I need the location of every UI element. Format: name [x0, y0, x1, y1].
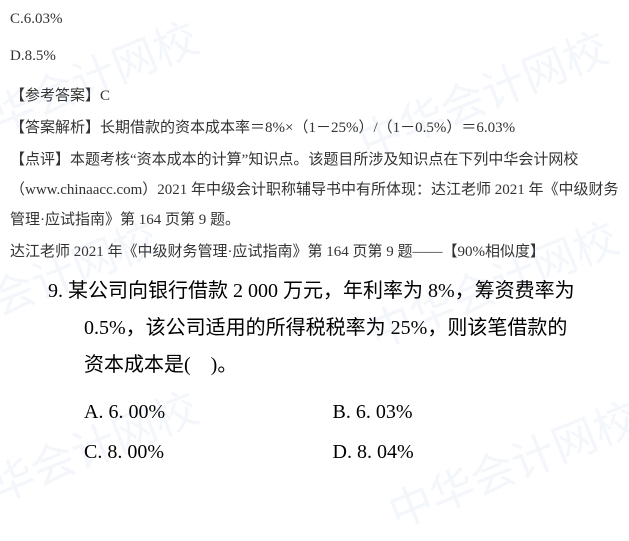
- question-block: 9. 某公司向银行借款 2 000 万元，年利率为 8%，筹资费率为 0.5%，…: [0, 273, 629, 472]
- comment-text: 本题考核“资本成本的计算”知识点。该题目所涉及知识点在下列中华会计网校（www.…: [10, 152, 619, 228]
- option-c: C.6.03%: [10, 8, 619, 31]
- question-option-d: D. 8. 04%: [333, 432, 582, 472]
- reference-text: 达江老师 2021 年《中级财务管理·应试指南》第 164 页第 9 题——: [10, 244, 443, 260]
- option-d: D.8.5%: [10, 45, 619, 68]
- question-option-c: C. 8. 00%: [84, 432, 333, 472]
- question-option-b: B. 6. 03%: [333, 392, 582, 432]
- analysis-text: 长期借款的资本成本率＝8%×（1－25%）/（1－0.5%）＝6.03%: [100, 120, 515, 136]
- question-option-a: A. 6. 00%: [84, 392, 333, 432]
- answer-label: 【参考答案】: [10, 88, 100, 104]
- analysis-line: 【答案解析】长期借款的资本成本率＝8%×（1－25%）/（1－0.5%）＝6.0…: [10, 113, 619, 143]
- question-number: 9.: [48, 280, 63, 302]
- explanation-section: C.6.03% D.8.5% 【参考答案】C 【答案解析】长期借款的资本成本率＝…: [0, 0, 629, 267]
- answer-line: 【参考答案】C: [10, 81, 619, 111]
- answer-options: A. 6. 00% B. 6. 03% C. 8. 00% D. 8. 04%: [48, 392, 581, 472]
- reference-line: 达江老师 2021 年《中级财务管理·应试指南》第 164 页第 9 题——【9…: [10, 237, 619, 267]
- comment-label: 【点评】: [10, 152, 70, 168]
- answer-value: C: [100, 88, 110, 104]
- comment-line: 【点评】本题考核“资本成本的计算”知识点。该题目所涉及知识点在下列中华会计网校（…: [10, 145, 619, 235]
- analysis-label: 【答案解析】: [10, 120, 100, 136]
- question-body: 某公司向银行借款 2 000 万元，年利率为 8%，筹资费率为 0.5%，该公司…: [68, 280, 575, 376]
- reference-similarity: 【90%相似度】: [443, 244, 546, 260]
- question-text: 9. 某公司向银行借款 2 000 万元，年利率为 8%，筹资费率为 0.5%，…: [48, 273, 581, 384]
